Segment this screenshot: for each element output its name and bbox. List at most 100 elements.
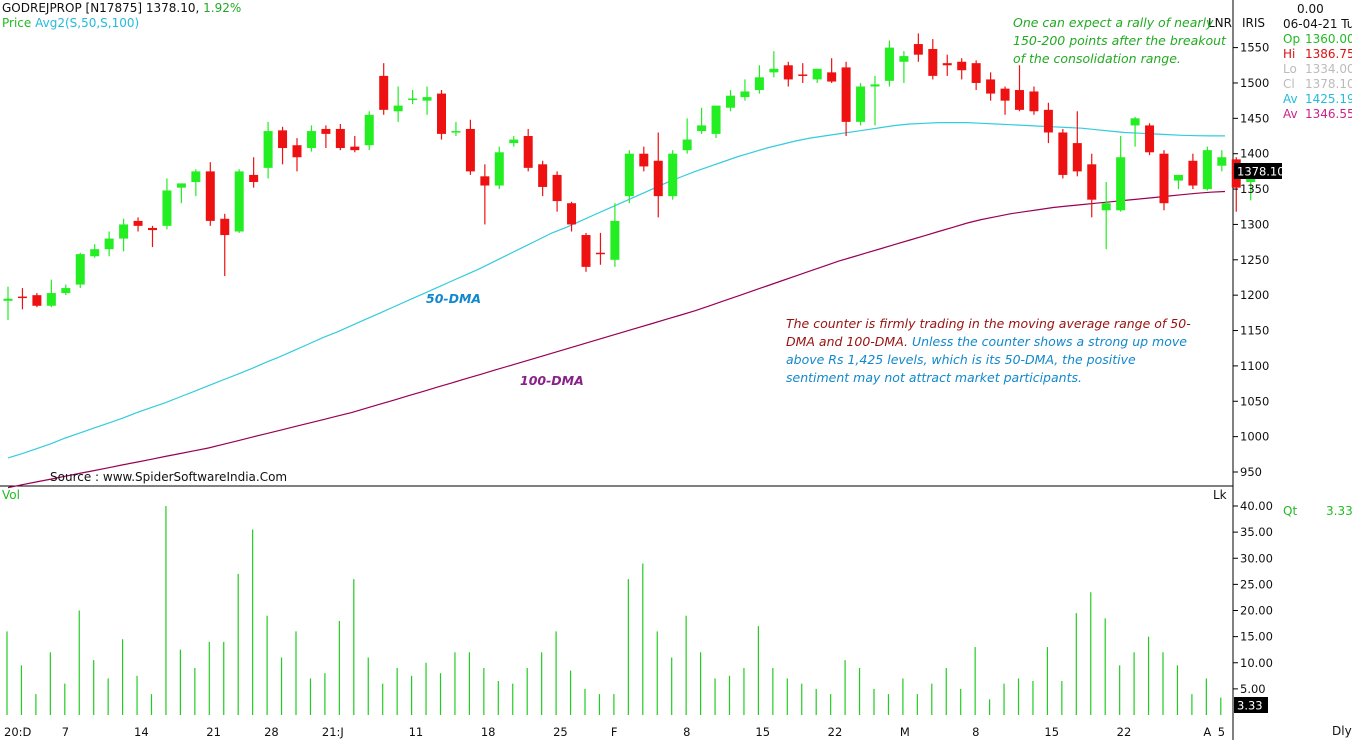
candle-body <box>1116 157 1126 211</box>
moving-average-layer <box>7 121 1226 489</box>
ohlc-label: Lo <box>1283 62 1297 76</box>
candle-body <box>90 249 100 257</box>
candle-body <box>437 93 446 134</box>
candle <box>220 213 230 277</box>
date-tick-label: 25 <box>553 725 568 739</box>
candle <box>437 90 446 140</box>
candle-body <box>321 128 331 134</box>
candle-body <box>422 97 432 101</box>
price-tick-label: 1200 <box>1240 288 1269 302</box>
candle <box>263 121 273 179</box>
symbol-name: GODREJPROP [N17875] <box>2 1 143 15</box>
price-label: Price <box>2 16 32 30</box>
candle-body <box>899 56 909 62</box>
volume-tick-label: 20.00 <box>1240 604 1273 618</box>
candle <box>191 169 201 197</box>
candle-body <box>480 176 490 186</box>
date-tick-label: 22 <box>1117 725 1132 739</box>
candle-body <box>17 296 27 299</box>
candle-body <box>292 145 302 158</box>
top-value: 0.00 <box>1297 2 1324 16</box>
candle <box>335 123 345 151</box>
candle <box>581 232 591 272</box>
volume-tick-label: 25.00 <box>1240 577 1273 591</box>
candle-body <box>567 203 577 225</box>
price-tick-label: 1500 <box>1240 76 1269 90</box>
candle-body <box>1072 143 1082 172</box>
candle-body <box>465 128 475 172</box>
candle-body <box>306 131 316 149</box>
candle-body <box>624 153 634 197</box>
volume-tick-label: 15.00 <box>1240 630 1273 644</box>
candle-body <box>812 68 822 80</box>
candle <box>1058 128 1068 179</box>
candle <box>841 61 851 137</box>
candle <box>205 162 215 226</box>
candle <box>17 288 27 310</box>
candle <box>148 225 157 248</box>
candle-body <box>827 72 837 82</box>
candle <box>1043 102 1053 144</box>
candle-body <box>668 153 678 197</box>
ohlc-value: 1334.00 <box>1305 62 1352 76</box>
candle-body <box>263 131 273 168</box>
date-tick-label: 22 <box>828 725 843 739</box>
dma50-label: 50-DMA <box>426 291 482 306</box>
candle-body <box>971 63 981 83</box>
last-volume-tag-bg <box>1234 697 1268 713</box>
candle-body <box>350 146 360 151</box>
candle <box>653 132 663 218</box>
indicator-label: Avg2(S,50,S,100) <box>35 16 140 30</box>
candle-body <box>538 164 548 187</box>
candle <box>278 126 288 165</box>
candle-body <box>1145 125 1155 153</box>
candle <box>32 293 42 308</box>
candle-body <box>697 125 707 132</box>
candle-body <box>639 153 649 167</box>
candle-body <box>986 79 996 94</box>
candle-body <box>1173 174 1183 181</box>
volume-tick-label: 10.00 <box>1240 656 1273 670</box>
candle <box>740 79 750 101</box>
candle <box>176 183 186 204</box>
volume-tick-label: 30.00 <box>1240 551 1273 565</box>
ohlc-value: 1386.75 <box>1305 47 1352 61</box>
candle-body <box>364 114 374 146</box>
candle-body <box>957 61 967 71</box>
candle-body <box>726 95 735 108</box>
candle <box>538 160 548 197</box>
period-label: Dly <box>1332 724 1352 738</box>
candle-body <box>1029 91 1039 112</box>
candle <box>3 286 13 320</box>
candle <box>90 244 100 258</box>
volume-label: Vol <box>2 488 20 502</box>
candle-body <box>1159 153 1169 204</box>
candle-body <box>1015 90 1024 110</box>
candle <box>393 86 403 122</box>
last-volume-tag: 3.33 <box>1237 699 1263 713</box>
candle <box>321 125 331 149</box>
date-tick-label: 15 <box>1044 725 1059 739</box>
candle-body <box>653 160 663 197</box>
candle <box>928 39 938 80</box>
candle-body <box>176 183 186 188</box>
candle <box>1116 136 1126 212</box>
candle-body <box>1202 150 1212 190</box>
volume-axis-ticks: 5.00 10.00 15.00 20.00 25.00 30.00 35.00 40.00 <box>1233 499 1273 696</box>
candle <box>624 150 634 204</box>
candle-body <box>581 235 591 267</box>
candle <box>1217 150 1227 172</box>
price-axis-ticks: 950 1000 1050 1100 1150 1200 1250 1300 1350 1400 1… <box>1233 41 1269 479</box>
candle-body <box>884 47 894 81</box>
candle-body <box>711 105 721 134</box>
candle-body <box>509 139 519 144</box>
candle <box>292 138 302 172</box>
candle <box>523 128 533 172</box>
candle-body <box>133 220 143 226</box>
qt-value: 3.33 <box>1326 504 1352 518</box>
volume-tick-label: 40.00 <box>1240 499 1273 513</box>
candle <box>957 58 967 80</box>
candle <box>119 218 129 252</box>
candle-body <box>379 75 389 110</box>
